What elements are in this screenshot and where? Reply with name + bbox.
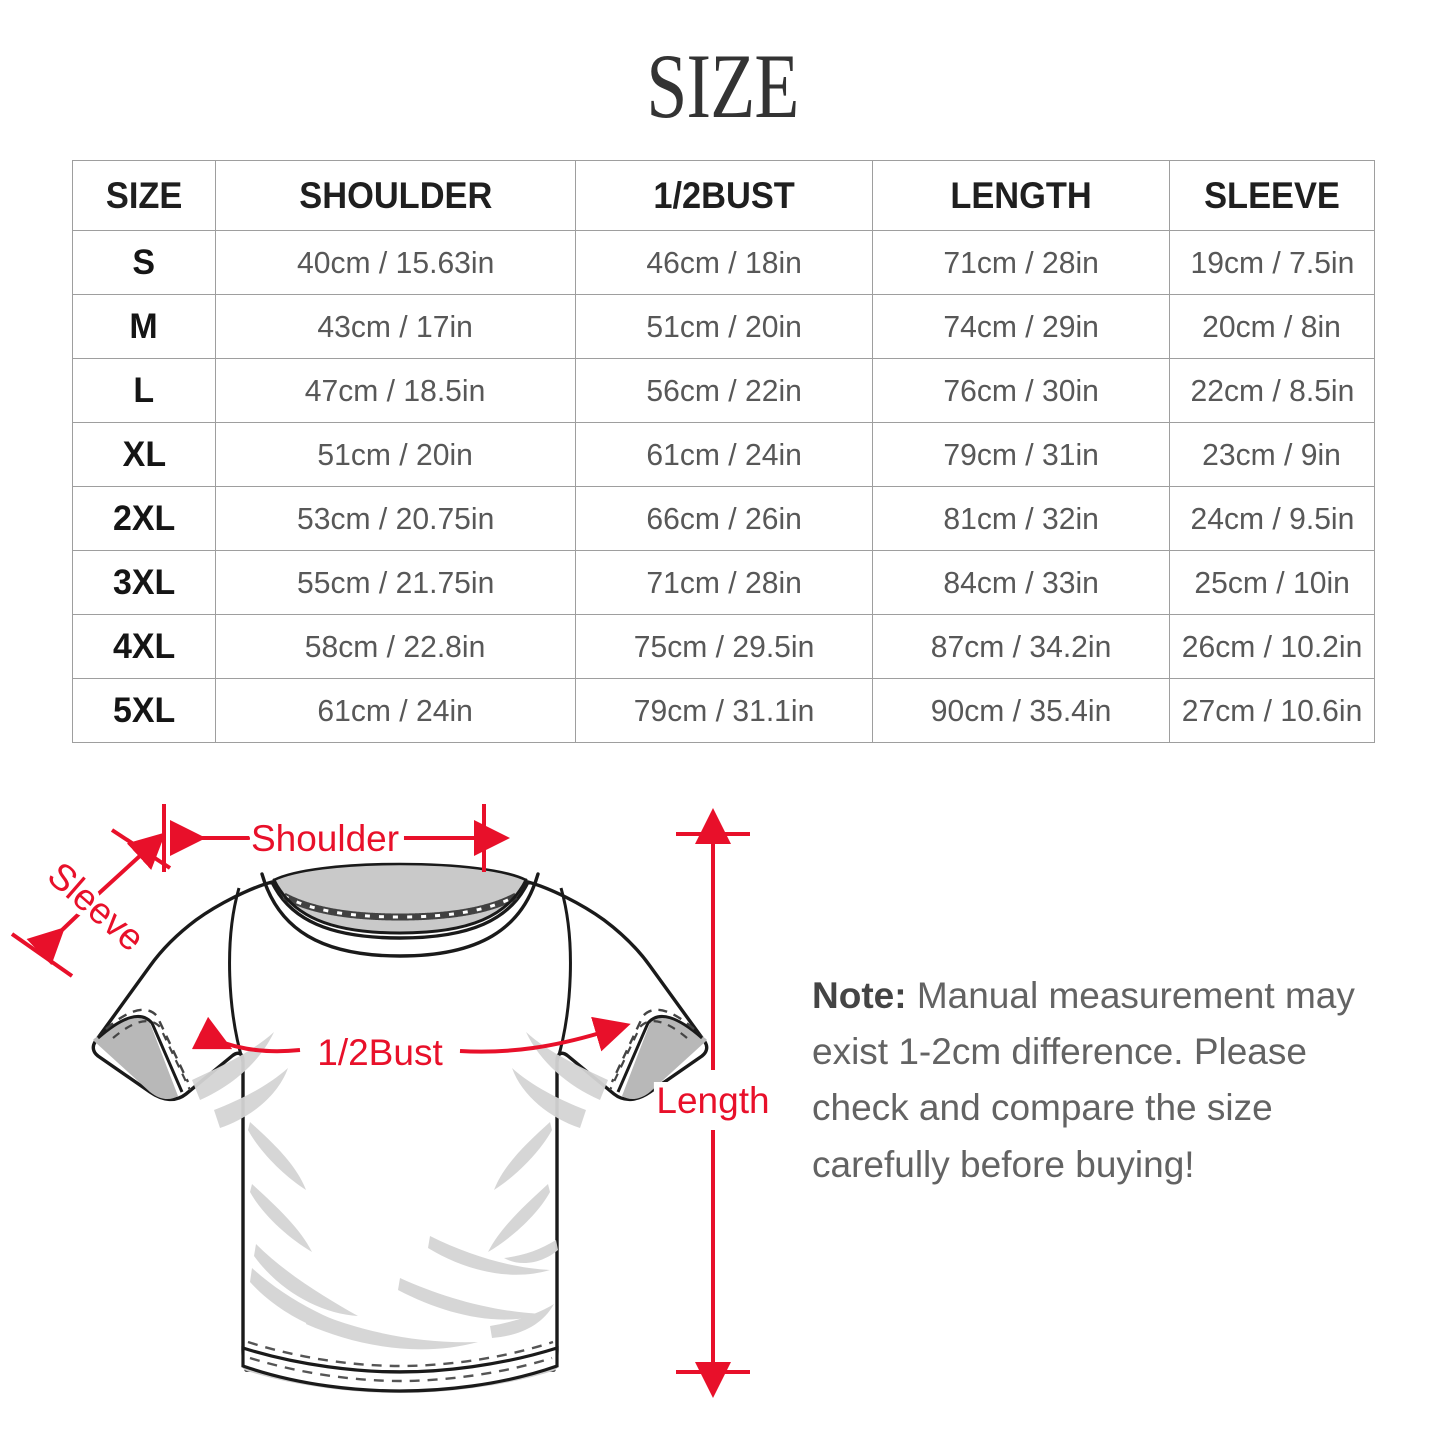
column-header-bust: 1/2BUST	[575, 160, 873, 231]
column-header-length-label: LENGTH	[950, 174, 1092, 216]
cell-length: 81cm / 32in	[872, 486, 1170, 551]
right-sleeve-cuff-edge	[616, 1014, 703, 1093]
cell-sleeve: 20cm / 8in	[1169, 294, 1375, 359]
collar-rib-inner	[272, 878, 528, 935]
table-row: 4XL 58cm / 22.8in 75cm / 29.5in 87cm / 3…	[72, 614, 1375, 679]
cell-length: 74cm / 29in	[872, 294, 1170, 359]
cell-size: 5XL	[72, 678, 216, 743]
measurement-annotations	[10, 804, 750, 1398]
cell-bust: 71cm / 28in	[575, 550, 873, 615]
bust-label: 1/2Bust	[317, 1032, 443, 1073]
cell-size: M	[72, 294, 216, 359]
table-row: XL 51cm / 20in 61cm / 24in 79cm / 31in 2…	[72, 422, 1375, 487]
collar-stitch-dashes	[283, 894, 517, 919]
column-header-shoulder-label: SHOULDER	[298, 174, 493, 216]
note-label: Note:	[812, 975, 907, 1016]
cell-size: L	[72, 358, 216, 423]
cell-shoulder: 58cm / 22.8in	[215, 614, 576, 679]
cell-shoulder: 55cm / 21.75in	[215, 550, 576, 615]
table-row: 5XL 61cm / 24in 79cm / 31.1in 90cm / 35.…	[72, 678, 1375, 743]
cell-length: 76cm / 30in	[872, 358, 1170, 423]
column-header-sleeve-label: SLEEVE	[1204, 174, 1340, 216]
cell-length: 79cm / 31in	[872, 422, 1170, 487]
sleeve-tick-lower	[10, 932, 74, 978]
cell-shoulder: 53cm / 20.75in	[215, 486, 576, 551]
column-header-bust-label: 1/2BUST	[653, 174, 795, 216]
cell-shoulder: 40cm / 15.63in	[215, 230, 576, 295]
cell-size: XL	[72, 422, 216, 487]
table-row: M 43cm / 17in 51cm / 20in 74cm / 29in 20…	[72, 294, 1375, 359]
note-text: Manual measurement may exist 1-2cm diffe…	[812, 975, 1355, 1185]
cell-bust: 51cm / 20in	[575, 294, 873, 359]
left-sleeve-cuff-stitch-outer	[105, 1008, 190, 1083]
hem-outline	[241, 1345, 559, 1393]
cell-sleeve: 19cm / 7.5in	[1169, 230, 1375, 295]
table-row: 3XL 55cm / 21.75in 71cm / 28in 84cm / 33…	[72, 550, 1375, 615]
sleeve-tick-upper	[110, 828, 172, 870]
cell-length: 71cm / 28in	[872, 230, 1170, 295]
collar-rib-outer	[260, 872, 540, 958]
cell-bust: 66cm / 26in	[575, 486, 873, 551]
cell-shoulder: 43cm / 17in	[215, 294, 576, 359]
left-sleeve-cuff-stitch-inner	[112, 1020, 191, 1091]
cell-length: 90cm / 35.4in	[872, 678, 1170, 743]
cell-size: 3XL	[72, 550, 216, 615]
cell-shoulder: 61cm / 24in	[215, 678, 576, 743]
sleeve-arrow-lower-segment	[26, 908, 85, 966]
cell-bust: 61cm / 24in	[575, 422, 873, 487]
hem-stitch-lower	[249, 1356, 553, 1383]
cell-size: S	[72, 230, 216, 295]
cell-bust: 75cm / 29.5in	[575, 614, 873, 679]
left-armhole-seam	[228, 887, 245, 1063]
size-chart-table: SIZE SHOULDER 1/2BUST LENGTH SLEEVE S 40…	[72, 160, 1375, 743]
table-row: L 47cm / 18.5in 56cm / 22in 76cm / 30in …	[72, 358, 1375, 423]
tshirt-measurement-diagram: Shoulder 1/2Bust Length Sleeve	[0, 770, 800, 1430]
cell-sleeve: 24cm / 9.5in	[1169, 486, 1375, 551]
column-header-length: LENGTH	[872, 160, 1170, 231]
cell-length: 87cm / 34.2in	[872, 614, 1170, 679]
cell-bust: 46cm / 18in	[575, 230, 873, 295]
bust-arrow-right-segment	[459, 1016, 631, 1054]
sleeve-label: Sleeve	[40, 854, 152, 959]
cell-shoulder: 51cm / 20in	[215, 422, 576, 487]
cell-bust: 56cm / 22in	[575, 358, 873, 423]
column-header-sleeve: SLEEVE	[1169, 160, 1375, 231]
table-header-row: SIZE SHOULDER 1/2BUST LENGTH SLEEVE	[72, 160, 1375, 231]
cell-shoulder: 47cm / 18.5in	[215, 358, 576, 423]
length-label: Length	[656, 1080, 769, 1121]
cell-sleeve: 23cm / 9in	[1169, 422, 1375, 487]
column-header-size: SIZE	[72, 160, 216, 231]
cell-sleeve: 22cm / 8.5in	[1169, 358, 1375, 423]
column-header-shoulder: SHOULDER	[215, 160, 576, 231]
left-sleeve-cuff-edge	[97, 1014, 184, 1093]
right-sleeve-cuff-stitch-inner	[609, 1020, 688, 1091]
shoulder-label: Shoulder	[251, 818, 399, 859]
measurement-note: Note: Manual measurement may exist 1-2cm…	[812, 968, 1392, 1193]
cell-size: 2XL	[72, 486, 216, 551]
tshirt-illustration	[91, 862, 709, 1393]
table-row: S 40cm / 15.63in 46cm / 18in 71cm / 28in…	[72, 230, 1375, 295]
column-header-size-label: SIZE	[105, 174, 183, 216]
cell-length: 84cm / 33in	[872, 550, 1170, 615]
cell-sleeve: 26cm / 10.2in	[1169, 614, 1375, 679]
page-title: SIZE	[646, 35, 799, 137]
right-sleeve-cuff-stitch-outer	[610, 1008, 695, 1083]
cell-size: 4XL	[72, 614, 216, 679]
fabric-wrinkles	[192, 1032, 608, 1350]
hem-stitch-upper	[247, 1340, 554, 1368]
cell-bust: 79cm / 31.1in	[575, 678, 873, 743]
cell-sleeve: 27cm / 10.6in	[1169, 678, 1375, 743]
collar-top-edge	[273, 862, 527, 882]
table-row: 2XL 53cm / 20.75in 66cm / 26in 81cm / 32…	[72, 486, 1375, 551]
bust-arrow-left-segment	[191, 1016, 301, 1054]
cell-sleeve: 25cm / 10in	[1169, 550, 1375, 615]
sleeve-arrow-upper-segment	[94, 832, 166, 898]
